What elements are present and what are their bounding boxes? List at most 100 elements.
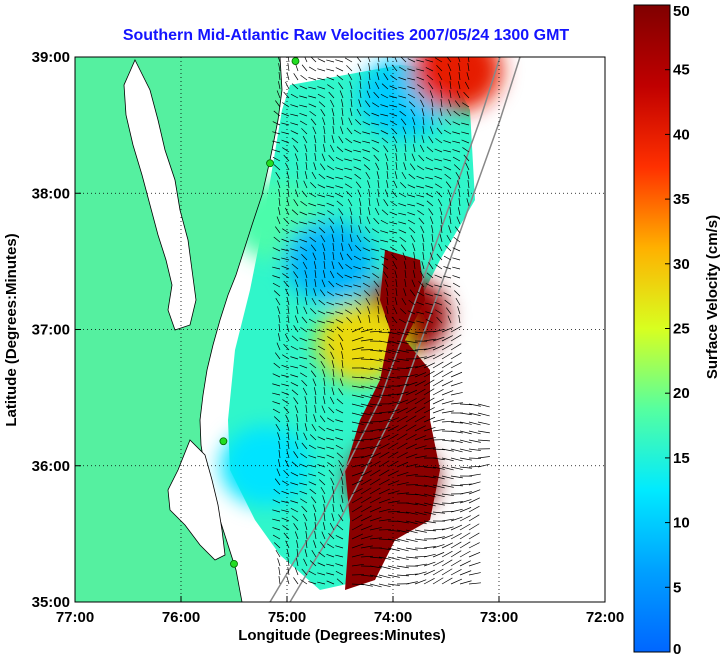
current-vector [407,86,416,90]
current-vector [313,288,317,297]
current-vector [441,352,453,360]
current-vector [335,545,344,549]
current-vector [369,436,382,441]
current-vector [378,451,390,459]
current-vector [290,248,299,252]
current-vector [310,308,317,315]
current-vector [405,398,417,405]
current-vector [296,558,299,567]
current-vector [459,412,472,416]
current-vector [278,81,281,90]
current-vector [344,175,353,180]
current-vector [394,171,398,180]
current-vector [351,430,364,434]
current-vector [468,412,481,417]
current-vector [396,529,409,533]
current-vector [459,466,472,469]
current-vector [435,309,443,315]
current-vector [450,475,463,479]
current-vector [360,525,373,531]
current-vector [362,156,371,162]
current-vector [290,113,299,117]
current-vector [362,257,371,261]
current-vector [459,515,471,522]
current-vector [300,453,308,459]
current-vector [396,574,409,577]
current-vector [272,149,281,153]
current-vector [425,193,434,198]
current-vector [390,201,398,207]
current-vector [381,209,389,216]
current-vector [372,147,380,153]
current-vector [398,86,407,90]
current-vector [408,173,416,180]
current-vector [286,450,290,459]
current-vector [425,176,434,180]
current-vector [311,423,317,432]
current-vector [331,234,335,243]
current-vector [335,419,344,423]
current-vector [336,524,344,531]
current-vector [459,439,472,444]
current-vector [407,58,416,63]
current-vector [372,273,380,279]
current-vector [309,560,317,567]
current-vector [425,67,434,72]
current-vector [312,378,317,387]
current-vector [351,496,363,504]
current-vector [404,270,407,279]
current-vector [369,349,382,352]
current-vector [273,164,281,171]
current-vector [386,297,389,306]
current-vector [414,520,427,525]
current-vector [317,320,326,324]
current-vector [468,489,481,495]
current-vector [371,139,380,144]
current-vector [387,376,400,379]
current-vector [446,108,452,117]
current-vector [339,378,344,387]
current-vector [326,68,335,72]
current-vector [322,270,326,279]
current-vector [277,306,281,315]
current-vector [318,227,326,234]
current-vector [396,340,409,345]
current-vector [411,153,416,162]
current-vector [377,315,380,324]
current-vector [281,374,290,378]
current-vector [304,171,308,180]
current-vector [285,162,290,171]
current-vector [387,500,400,504]
current-vector [432,418,445,423]
current-vector [422,243,425,252]
current-vector [295,189,299,198]
current-vector [272,282,281,288]
current-vector [462,102,470,108]
colorbar-ticks: 0 5 10 15 20 25 30 35 40 45 50 [665,3,690,658]
current-vector [322,369,326,378]
current-vector [299,230,308,234]
current-vector [290,256,299,261]
current-vector [414,356,427,360]
current-vector [394,297,398,306]
current-vector [294,315,299,324]
current-vector [453,290,461,297]
current-vector [335,293,344,297]
current-vector [378,574,391,579]
current-vector [373,91,380,99]
current-vector [301,568,308,576]
current-vector [299,104,308,108]
current-vector [387,529,400,532]
current-vector [291,209,299,216]
current-vector [459,491,472,495]
current-vector [438,243,443,252]
current-vector [414,493,427,497]
current-vector [432,457,445,461]
current-vector [414,425,426,432]
current-vector [416,320,425,324]
current-vector [450,381,463,387]
current-vector [310,496,317,504]
colorbar-tick-label: 45 [673,62,690,79]
current-vector [468,514,480,522]
current-vector [410,109,416,117]
